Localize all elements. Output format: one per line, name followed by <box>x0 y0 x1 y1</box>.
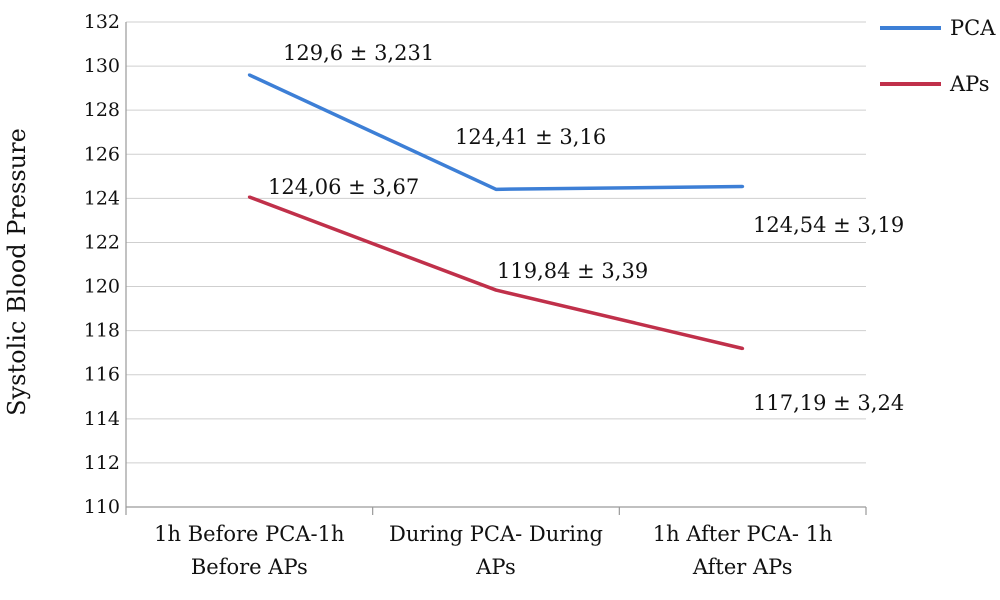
x-category-label: 1h Before PCA-1h Before APs <box>154 522 344 579</box>
data-label-aps: 117,19 ± 3,24 <box>753 391 904 415</box>
y-tick-label: 110 <box>84 496 120 518</box>
y-tick-label: 126 <box>84 143 120 165</box>
y-tick-label: 114 <box>84 408 120 430</box>
data-point-pca <box>494 187 498 191</box>
data-point-aps <box>247 195 251 199</box>
data-point-aps <box>494 288 498 292</box>
y-tick-label: 122 <box>84 231 120 253</box>
data-label-pca: 124,41 ± 3,16 <box>455 125 606 149</box>
legend: PCA APs <box>880 16 996 96</box>
y-axis-label: Systolic Blood Pressure <box>3 128 31 416</box>
y-tick-label: 120 <box>84 276 120 298</box>
legend-label-aps: APs <box>949 72 990 96</box>
data-point-aps <box>741 346 745 350</box>
y-tick-label: 116 <box>84 364 120 386</box>
y-tick-label: 132 <box>84 11 120 33</box>
series-lines <box>247 73 745 351</box>
data-point-pca <box>741 184 745 188</box>
data-labels: 129,6 ± 3,231 124,41 ± 3,16 124,54 ± 3,19 1… <box>268 41 904 415</box>
axes <box>125 22 867 515</box>
data-label-pca: 124,54 ± 3,19 <box>753 213 904 237</box>
data-label-pca: 129,6 ± 3,231 <box>283 41 434 65</box>
data-point-pca <box>247 73 251 77</box>
y-tick-label: 130 <box>84 55 120 77</box>
x-category-label: During PCA- During APs <box>389 522 603 579</box>
y-tick-label: 112 <box>84 452 120 474</box>
data-label-aps: 124,06 ± 3,67 <box>268 175 419 199</box>
series-line-aps <box>248 195 744 351</box>
y-tick-label: 124 <box>84 187 120 209</box>
x-category-labels: 1h Before PCA-1h Before APs During PCA- Du… <box>154 522 832 579</box>
x-category-label: 1h After PCA- 1h After APs <box>653 522 833 579</box>
data-label-aps: 119,84 ± 3,39 <box>497 259 648 283</box>
legend-label-pca: PCA <box>950 16 996 40</box>
y-tick-labels: 110 112 114 116 118 120 122 124 126 128 130 132 <box>84 11 120 518</box>
y-tick-label: 118 <box>84 320 120 342</box>
y-tick-label: 128 <box>84 99 120 121</box>
